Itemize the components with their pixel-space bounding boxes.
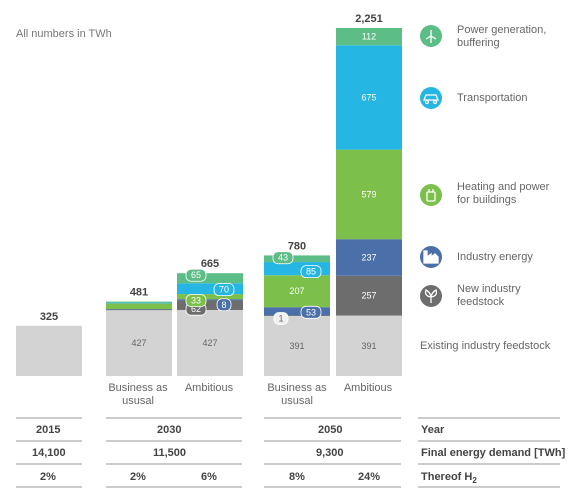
scenario-2030-ambitious: Ambitious [184,382,234,394]
bar-1-segment-new_feedstock [106,309,172,311]
table-year-label: Year [421,424,445,436]
bar-3-pill-new_feedstock [273,312,289,325]
units-note: All numbers in TWh [16,28,112,40]
bar-2-pill-transport [213,283,235,297]
bar-3-pill-industry_energy [300,305,322,319]
legend-transport-label: Transportation [457,92,528,104]
bar-3-label-power: 43 [278,253,288,263]
table-demand-2050: 9,300 [316,447,344,459]
bar-4-label-transport: 675 [361,92,376,102]
bar-3-segment-power [264,255,330,263]
table-year-2030: 2030 [157,424,182,436]
bar-3-segment-heating [264,275,330,308]
bar-3-label-industry_energy: 53 [306,307,316,317]
wind-turbine-icon-glyph [425,30,437,43]
car-icon-glyph [423,94,439,105]
bar-4-segment-industry_energy [336,239,402,276]
bar-4-segment-new_feedstock [336,275,402,316]
table-h2-2050-amb: 24% [358,471,381,483]
bar-4-segment-existing [336,315,402,376]
bar-2-pill-industry_energy [216,298,232,312]
bar-4-label-power: 112 [362,32,376,42]
bar-1-segment-industry_energy [106,309,172,310]
legend-existing-label: Existing industry feedstock [420,340,551,352]
bar-2-segment-existing [177,309,243,376]
bar-3-pill-transport [300,265,322,279]
bar-2-label-industry_energy: 8 [221,300,226,310]
bar-1-segment-existing [106,309,172,376]
bar-2-pill-heating [185,294,207,308]
legend-new-feedstock-label: New industry feedstock [457,283,521,308]
bar-1-total: 481 [130,287,148,299]
table-h2-2030-bau: 2% [130,471,146,483]
scenario-2030-bau: Business as ususal [108,382,168,407]
bar-3-label-heating: 207 [289,286,304,296]
table-year-2050: 2050 [318,424,343,436]
table-h2-2030-amb: 6% [201,471,217,483]
factory-icon-glyph [423,250,439,264]
bar-3-label-existing: 391 [289,341,304,351]
table-h2-2015: 2% [40,471,56,483]
bar-2-total: 665 [201,258,219,270]
bar-2-pill-power [185,268,207,282]
bar-4-label-heating: 579 [361,189,376,199]
bar-3-label-transport: 85 [306,267,316,277]
bar-1-segment-transport [106,302,172,304]
table-h2-label: Thereof H2 [421,471,477,485]
bar-2-label-heating: 33 [191,296,201,306]
bar-3-segment-new_feedstock [264,315,330,316]
table-year-2015: 2015 [36,424,61,436]
bar-4-total: 2,251 [355,13,383,25]
bar-2-label-power: 65 [191,270,201,280]
table-demand-2015: 14,100 [32,447,66,459]
legend-power-label: Power generation, buffering [457,24,547,49]
legend-heating-label: Heating and power for buildings [457,181,550,206]
bar-1-label-existing: 427 [131,338,146,348]
leaf-icon-glyph [424,289,438,303]
bar-2-label-transport: 70 [219,285,229,295]
bar-0-segment-existing [16,325,82,376]
scenario-2050-bau: Business as ususal [267,382,327,407]
bar-2-label-new_feedstock: 62 [191,304,201,314]
bar-2-segment-industry_energy [177,299,243,301]
bar-4-label-industry_energy: 237 [361,253,376,263]
bar-3-label-new_feedstock: 1 [278,313,283,323]
bar-3-total: 780 [288,240,306,252]
table-h2-label-sub: 2 [472,476,477,486]
bar-3-segment-industry_energy [264,307,330,316]
bar-1-segment-heating [106,303,172,310]
bar-1-segment-power [106,301,172,303]
legend-industry-energy-label: Industry energy [457,251,533,263]
bar-2-segment-new_feedstock [177,300,243,310]
bar-2-label-existing: 427 [202,338,217,348]
bar-4-segment-transport [336,45,402,150]
bar-4-label-existing: 391 [361,341,376,351]
bar-4-segment-heating [336,149,402,240]
bar-2-segment-heating [177,294,243,300]
table-demand-2030: 11,500 [153,447,187,459]
bar-2-segment-transport [177,283,243,295]
scenario-2050-ambitious: Ambitious [343,382,393,394]
table-h2-label-main: Thereof H [421,471,473,483]
plug-icon [420,184,442,206]
bar-2-segment-power [177,273,243,284]
bar-0-total: 325 [40,311,58,323]
bar-3-segment-existing [264,315,330,376]
bar-3-pill-power [272,251,294,265]
bar-4-label-new_feedstock: 257 [361,291,376,301]
bar-4-segment-power [336,28,402,46]
table-demand-label: Final energy demand [TWh] [421,447,566,459]
table-h2-2050-bau: 8% [289,471,305,483]
plug-icon-glyph [426,189,436,202]
car-icon [420,87,442,109]
